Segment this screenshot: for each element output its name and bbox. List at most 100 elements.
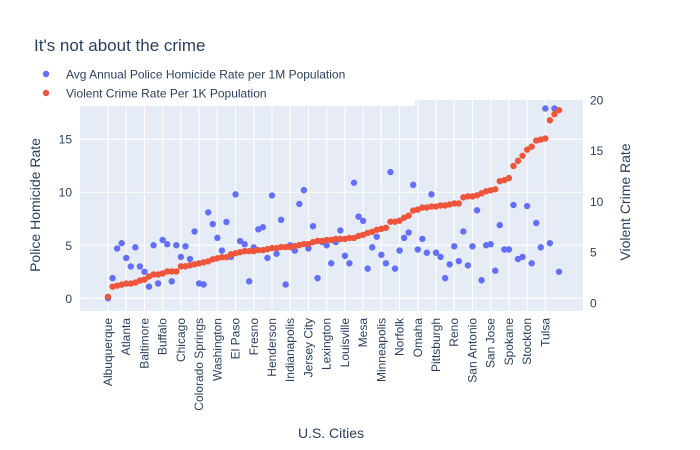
x-axis-title: U.S. Cities bbox=[298, 425, 364, 441]
point-violent-crime-rate bbox=[282, 243, 289, 251]
legend-label-police-homicide-rate[interactable]: Avg Annual Police Homicide Rate per 1M P… bbox=[66, 68, 345, 82]
point-police-homicide-rate bbox=[118, 239, 125, 247]
point-police-homicide-rate bbox=[542, 105, 549, 112]
point-police-homicide-rate bbox=[350, 179, 358, 186]
point-police-homicide-rate bbox=[428, 191, 435, 198]
point-police-homicide-rate bbox=[473, 207, 481, 214]
x-tick-label: Pittsburgh bbox=[429, 318, 443, 372]
point-police-homicide-rate bbox=[510, 201, 517, 209]
point-police-homicide-rate bbox=[300, 186, 308, 194]
gridlines bbox=[80, 100, 583, 311]
y-tick-label: 15 bbox=[59, 133, 73, 147]
point-violent-crime-rate bbox=[505, 174, 513, 182]
point-police-homicide-rate bbox=[291, 247, 298, 254]
point-violent-crime-rate bbox=[519, 152, 526, 159]
point-police-homicide-rate bbox=[314, 274, 321, 282]
point-police-homicide-rate bbox=[273, 250, 280, 257]
point-violent-crime-rate bbox=[255, 246, 262, 254]
x-tick-label: Buffalo bbox=[156, 318, 170, 355]
point-violent-crime-rate bbox=[141, 276, 148, 283]
point-police-homicide-rate bbox=[410, 181, 417, 189]
point-police-homicide-rate bbox=[423, 249, 431, 256]
point-violent-crime-rate bbox=[277, 243, 285, 251]
point-violent-crime-rate bbox=[246, 247, 253, 255]
point-police-homicide-rate bbox=[159, 236, 166, 244]
x-tick-label: Indianapolis bbox=[283, 318, 297, 382]
point-police-homicide-rate bbox=[501, 246, 508, 253]
point-police-homicide-rate bbox=[328, 260, 335, 267]
point-police-homicide-rate bbox=[378, 251, 385, 259]
point-police-homicide-rate bbox=[282, 281, 289, 288]
point-violent-crime-rate bbox=[464, 193, 472, 200]
point-police-homicide-rate bbox=[223, 218, 230, 226]
y2-axis-ticks: 0 5 10 15 20 bbox=[590, 94, 604, 311]
y2-tick-label: 15 bbox=[590, 144, 604, 158]
point-police-homicide-rate bbox=[236, 237, 244, 245]
point-violent-crime-rate bbox=[314, 237, 321, 245]
point-violent-crime-rate bbox=[551, 111, 558, 118]
point-police-homicide-rate bbox=[218, 247, 226, 254]
point-police-homicide-rate bbox=[359, 217, 367, 225]
y-tick-label: 10 bbox=[59, 186, 73, 200]
legend-label-violent-crime-rate[interactable]: Violent Crime Rate Per 1K Population bbox=[66, 87, 267, 101]
point-police-homicide-rate bbox=[296, 200, 303, 208]
point-police-homicide-rate bbox=[341, 252, 349, 260]
point-violent-crime-rate bbox=[268, 244, 276, 252]
point-police-homicide-rate bbox=[487, 241, 494, 248]
point-police-homicide-rate bbox=[186, 255, 194, 263]
y2-tick-label: 10 bbox=[590, 195, 604, 209]
point-police-homicide-rate bbox=[259, 224, 267, 231]
point-police-homicide-rate bbox=[113, 245, 121, 252]
point-violent-crime-rate bbox=[382, 224, 390, 232]
point-violent-crime-rate bbox=[455, 200, 462, 207]
point-violent-crime-rate bbox=[387, 218, 394, 225]
x-tick-label: Omaha bbox=[411, 318, 425, 358]
point-police-homicide-rate bbox=[109, 274, 116, 282]
point-police-homicide-rate bbox=[369, 244, 376, 251]
x-tick-label: Henderson bbox=[265, 318, 279, 377]
point-police-homicide-rate bbox=[391, 265, 399, 272]
x-tick-label: Washington bbox=[210, 318, 224, 381]
point-police-homicide-rate bbox=[246, 278, 253, 285]
point-violent-crime-rate bbox=[337, 235, 344, 243]
point-police-homicide-rate bbox=[200, 281, 207, 288]
x-tick-label: Atlanta bbox=[119, 318, 133, 356]
x-tick-label: Norfolk bbox=[393, 317, 407, 356]
x-tick-label: Louisville bbox=[338, 318, 352, 368]
y2-tick-label: 20 bbox=[590, 94, 604, 108]
point-violent-crime-rate bbox=[168, 268, 175, 275]
point-violent-crime-rate bbox=[428, 203, 435, 210]
point-violent-crime-rate bbox=[542, 135, 549, 142]
point-police-homicide-rate bbox=[519, 253, 526, 261]
x-tick-label: Tulsa bbox=[538, 318, 552, 347]
y-tick-label: 5 bbox=[65, 239, 72, 253]
point-police-homicide-rate bbox=[323, 242, 330, 249]
point-police-homicide-rate bbox=[505, 246, 513, 253]
point-police-homicide-rate bbox=[264, 254, 271, 262]
legend[interactable]: Avg Annual Police Homicide Rate per 1M P… bbox=[30, 64, 415, 106]
point-police-homicide-rate bbox=[382, 260, 390, 267]
point-police-homicide-rate bbox=[205, 209, 212, 216]
point-police-homicide-rate bbox=[537, 244, 544, 251]
x-tick-label: El Paso bbox=[229, 318, 243, 360]
point-police-homicide-rate bbox=[123, 254, 130, 262]
point-police-homicide-rate bbox=[168, 278, 175, 285]
point-police-homicide-rate bbox=[387, 168, 394, 176]
point-police-homicide-rate bbox=[232, 191, 239, 198]
point-police-homicide-rate bbox=[523, 202, 531, 210]
point-police-homicide-rate bbox=[437, 253, 444, 261]
point-violent-crime-rate bbox=[173, 268, 180, 275]
point-police-homicide-rate bbox=[492, 267, 499, 274]
point-police-homicide-rate bbox=[214, 234, 221, 242]
point-violent-crime-rate bbox=[150, 271, 157, 278]
point-violent-crime-rate bbox=[223, 254, 230, 261]
point-police-homicide-rate bbox=[191, 228, 198, 235]
point-police-homicide-rate bbox=[455, 257, 462, 265]
point-police-homicide-rate bbox=[164, 241, 171, 248]
point-violent-crime-rate bbox=[332, 235, 339, 243]
point-police-homicide-rate bbox=[241, 241, 248, 248]
series-violent-crime-rate bbox=[104, 106, 563, 300]
point-police-homicide-rate bbox=[478, 277, 485, 284]
